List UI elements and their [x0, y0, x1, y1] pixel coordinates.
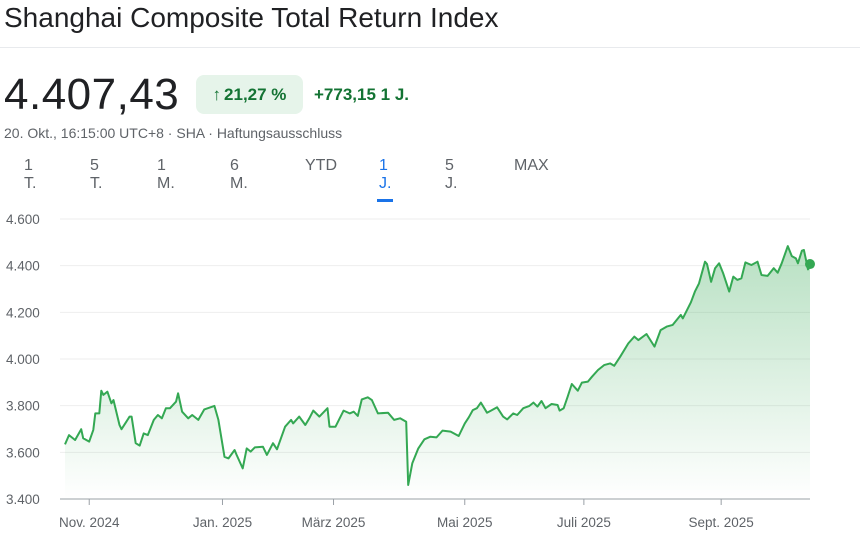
- page-title: Shanghai Composite Total Return Index: [4, 2, 499, 33]
- tab-1d[interactable]: 1 T.: [24, 157, 37, 192]
- change-percent: 21,27 %: [224, 84, 287, 104]
- y-tick-label: 4.000: [6, 352, 40, 367]
- tab-5y[interactable]: 5 J.: [445, 157, 458, 192]
- divider: [0, 47, 860, 48]
- change-percent-badge: ↑ 21,27 %: [196, 75, 303, 114]
- y-tick-label: 3.600: [6, 445, 40, 460]
- current-price: 4.407,43: [4, 70, 180, 119]
- y-tick-label: 4.400: [6, 259, 40, 274]
- tab-1m[interactable]: 1 M.: [157, 157, 175, 192]
- x-tick-label: Sept. 2025: [689, 515, 754, 530]
- arrow-up-icon: ↑: [212, 84, 222, 104]
- price-area: [65, 246, 810, 499]
- x-tick-label: Juli 2025: [557, 515, 611, 530]
- tab-1y[interactable]: 1 J.: [377, 157, 394, 202]
- x-tick-label: Mai 2025: [437, 515, 493, 530]
- y-tick-label: 3.400: [6, 492, 40, 507]
- price-chart[interactable]: 4.600 4.400 4.200 4.000 3.800 3.600 3.400 Nov. …: [0, 195, 860, 536]
- current-price-dot: [805, 259, 815, 270]
- tab-max[interactable]: MAX: [514, 157, 549, 174]
- x-tick-label: März 2025: [302, 515, 366, 530]
- y-tick-label: 4.200: [6, 305, 40, 320]
- price-line: [64, 245, 811, 486]
- tab-ytd[interactable]: YTD: [305, 157, 337, 174]
- y-tick-label: 4.600: [6, 212, 40, 227]
- x-tick-label: Jan. 2025: [193, 515, 252, 530]
- tab-6m[interactable]: 6 M.: [230, 157, 248, 192]
- quote-meta: 20. Okt., 16:15:00 UTC+8 · SHA · Haftung…: [4, 125, 343, 141]
- change-absolute: +773,15 1 J.: [314, 85, 410, 104]
- x-tick-label: Nov. 2024: [59, 515, 120, 530]
- tab-5d[interactable]: 5 T.: [90, 157, 103, 192]
- y-tick-label: 3.800: [6, 399, 40, 414]
